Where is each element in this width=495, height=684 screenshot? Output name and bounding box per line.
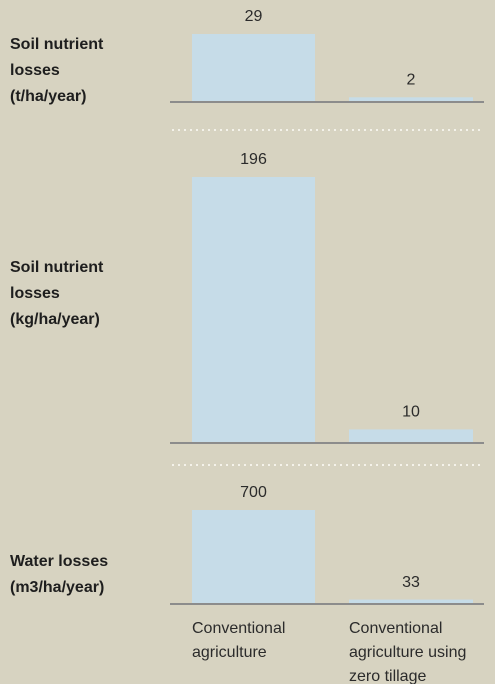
value-label: 10 <box>402 404 420 421</box>
value-label: 196 <box>240 151 267 168</box>
category-label: Conventional <box>192 620 285 637</box>
bar <box>192 177 315 443</box>
bar <box>349 97 473 102</box>
value-label: 700 <box>240 484 267 501</box>
panel-label: Soil nutrient <box>10 36 104 53</box>
panel-label: (kg/ha/year) <box>10 311 100 328</box>
panel-label: Soil nutrient <box>10 259 104 276</box>
category-label: zero tillage <box>349 668 426 684</box>
panel-label: losses <box>10 285 60 302</box>
category-label: agriculture <box>192 644 267 661</box>
bar <box>192 34 315 102</box>
bar <box>192 510 315 604</box>
value-label: 2 <box>407 72 416 89</box>
panel-label: (t/ha/year) <box>10 88 86 105</box>
bar <box>349 599 473 604</box>
value-label: 33 <box>402 574 420 591</box>
panel-label: (m3/ha/year) <box>10 579 104 596</box>
panel-label: Water losses <box>10 553 108 570</box>
panel-label: losses <box>10 62 60 79</box>
value-label: 29 <box>245 8 263 25</box>
category-label: Conventional <box>349 620 442 637</box>
bar <box>349 429 473 443</box>
category-label: agriculture using <box>349 644 466 661</box>
